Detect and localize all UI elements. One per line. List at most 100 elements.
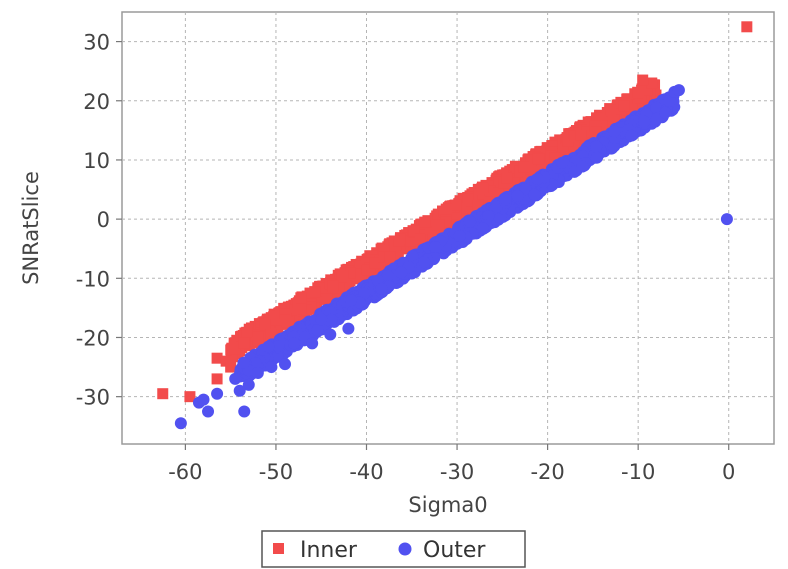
inner-point (305, 293, 317, 305)
inner-point (462, 193, 474, 205)
inner-point (211, 352, 223, 364)
inner-point (472, 199, 484, 211)
outer-point (406, 249, 419, 262)
inner-point (226, 350, 238, 362)
legend-inner-marker (273, 543, 284, 554)
inner-point (336, 271, 348, 283)
inner-point (211, 373, 223, 385)
outer-point (233, 384, 246, 397)
x-tick-label: -40 (349, 460, 383, 484)
inner-point (241, 326, 253, 338)
outer-point (345, 294, 358, 307)
inner-point (591, 112, 603, 124)
inner-point (295, 303, 307, 315)
inner-point (504, 166, 516, 178)
outer-point (477, 222, 490, 235)
legend-outer-label: Outer (423, 538, 486, 563)
inner-point (605, 104, 617, 116)
x-axis-label: Sigma0 (408, 493, 487, 517)
outer-point (568, 165, 581, 178)
x-axis: -60 -50 -40 -30 -20 -10 0 (168, 444, 735, 484)
outer-point (590, 151, 603, 164)
outer-point (555, 156, 568, 169)
inner-point (590, 126, 602, 138)
outer-point (429, 240, 442, 253)
outer-point (659, 106, 672, 119)
inner-point (741, 21, 753, 33)
inner-point (414, 233, 426, 245)
inner-point (354, 262, 366, 274)
outer-point (381, 269, 394, 282)
outer-point (482, 210, 495, 223)
outer-point (358, 287, 371, 300)
outer-point (202, 405, 215, 418)
outer-point (519, 183, 532, 196)
outer-point (590, 140, 603, 153)
inner-point (473, 188, 485, 200)
inner-point (225, 361, 237, 373)
inner-point (327, 280, 339, 292)
outer-point (324, 328, 337, 341)
inner-point (525, 163, 537, 175)
inner-point (279, 308, 291, 320)
inner-point (589, 120, 601, 132)
inner-point (608, 115, 620, 127)
inner-point (549, 152, 561, 164)
inner-point (378, 251, 390, 263)
outer-point (315, 313, 328, 326)
legend: Inner Outer (261, 530, 526, 568)
inner-point (285, 304, 297, 316)
y-tick-label: 10 (83, 149, 110, 173)
inner-point (238, 337, 250, 349)
inner-point (438, 206, 450, 218)
outer-point (272, 340, 285, 353)
x-tick-label: -10 (621, 460, 655, 484)
inner-point (425, 227, 437, 239)
inner-point (220, 355, 232, 367)
inner-point (319, 282, 331, 294)
inner-point (575, 129, 587, 141)
x-tick-label: -50 (259, 460, 293, 484)
legend-box (261, 530, 526, 568)
outer-point (242, 378, 255, 391)
outer-point (306, 337, 319, 350)
inner-point (584, 132, 596, 144)
x-tick-label: -20 (530, 460, 564, 484)
inner-point (484, 185, 496, 197)
inner-point (301, 304, 313, 316)
outer-point (531, 173, 544, 186)
inner-point (265, 329, 277, 341)
inner-point (492, 187, 504, 199)
outer-point (650, 112, 663, 125)
outer-point (720, 213, 733, 226)
inner-point (477, 182, 489, 194)
outer-point (197, 393, 210, 406)
inner-point (596, 120, 608, 132)
outer-point (528, 188, 541, 201)
inner-point (229, 343, 241, 355)
y-tick-label: 30 (83, 31, 110, 55)
outer-point (418, 256, 431, 269)
inner-point (602, 109, 614, 121)
outer-point (395, 266, 408, 279)
inner-point (525, 154, 537, 166)
inner-point (295, 292, 307, 304)
inner-point (433, 219, 445, 231)
inner-point (501, 172, 513, 184)
inner-point (184, 391, 196, 403)
outer-point (237, 356, 250, 369)
inner-point (641, 98, 653, 110)
outer-point (650, 101, 663, 114)
outer-point (672, 84, 685, 97)
outer-point (511, 189, 524, 202)
outer-point (211, 387, 224, 400)
x-tick-label: -30 (440, 460, 474, 484)
legend-outer-marker (398, 542, 412, 556)
x-tick-label: -60 (168, 460, 202, 484)
inner-point (450, 199, 462, 211)
outer-point (325, 313, 338, 326)
inner-point (408, 225, 420, 237)
inner-point (369, 257, 381, 269)
inner-point (581, 126, 593, 138)
